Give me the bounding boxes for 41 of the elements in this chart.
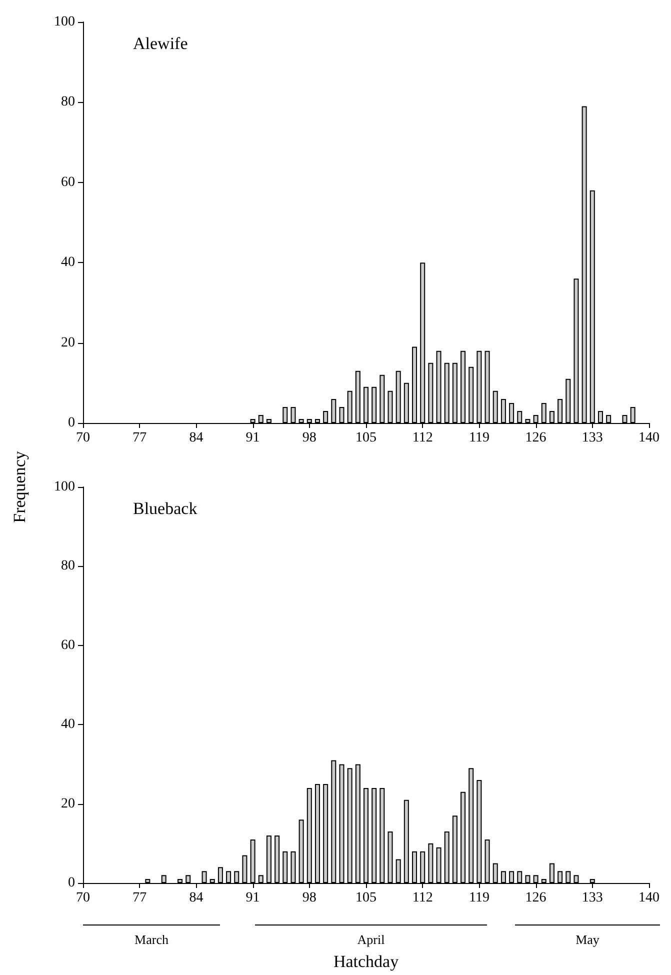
y-tick-label: 0 — [68, 876, 75, 890]
y-tick-label: 60 — [61, 174, 75, 190]
y-tick-label: 0 — [68, 416, 75, 430]
text: Alewife — [133, 34, 188, 53]
x-tick-label: 112 — [412, 890, 433, 906]
x-tick-label: 105 — [356, 430, 376, 446]
x-tick-label: 119 — [468, 890, 490, 906]
x-axis-title: Hatchday — [333, 952, 400, 971]
x-tick-label: 133 — [582, 890, 603, 906]
y-tick-label: 100 — [54, 14, 75, 30]
y-tick-label: 40 — [61, 717, 75, 732]
x-tick-label: 119 — [468, 430, 490, 446]
x-tick-label: 105 — [356, 890, 376, 906]
text: April — [357, 932, 386, 947]
y-tick-label: 60 — [61, 638, 75, 653]
y-tick-label: 80 — [61, 558, 75, 574]
text: March — [134, 932, 169, 947]
text: Blueback — [133, 499, 198, 518]
x-tick-label: 126 — [525, 890, 546, 906]
x-tick-label: 91 — [246, 890, 260, 906]
x-tick-label: 84 — [189, 430, 204, 446]
x-tick-label: 77 — [132, 430, 147, 446]
x-tick-label: 112 — [412, 430, 433, 446]
y-tick-label: 20 — [61, 335, 75, 350]
x-tick-label: 77 — [132, 890, 147, 906]
y-tick-label: 100 — [54, 480, 75, 494]
x-tick-label: 140 — [638, 430, 660, 446]
y-tick-label: 40 — [61, 255, 75, 270]
text: May — [576, 932, 600, 947]
x-tick-label: 98 — [302, 890, 316, 906]
x-tick-label: 133 — [582, 430, 603, 446]
x-tick-label: 70 — [76, 430, 90, 446]
x-tick-label: 126 — [525, 430, 546, 446]
y-axis-title: Frequency — [10, 451, 30, 523]
y-tick-label: 80 — [61, 94, 75, 110]
x-tick-label: 140 — [638, 890, 660, 906]
x-tick-label: 91 — [246, 430, 260, 446]
x-tick-label: 84 — [189, 890, 204, 906]
x-tick-label: 98 — [302, 430, 316, 446]
y-tick-label: 20 — [61, 796, 75, 812]
x-tick-label: 70 — [76, 890, 90, 906]
